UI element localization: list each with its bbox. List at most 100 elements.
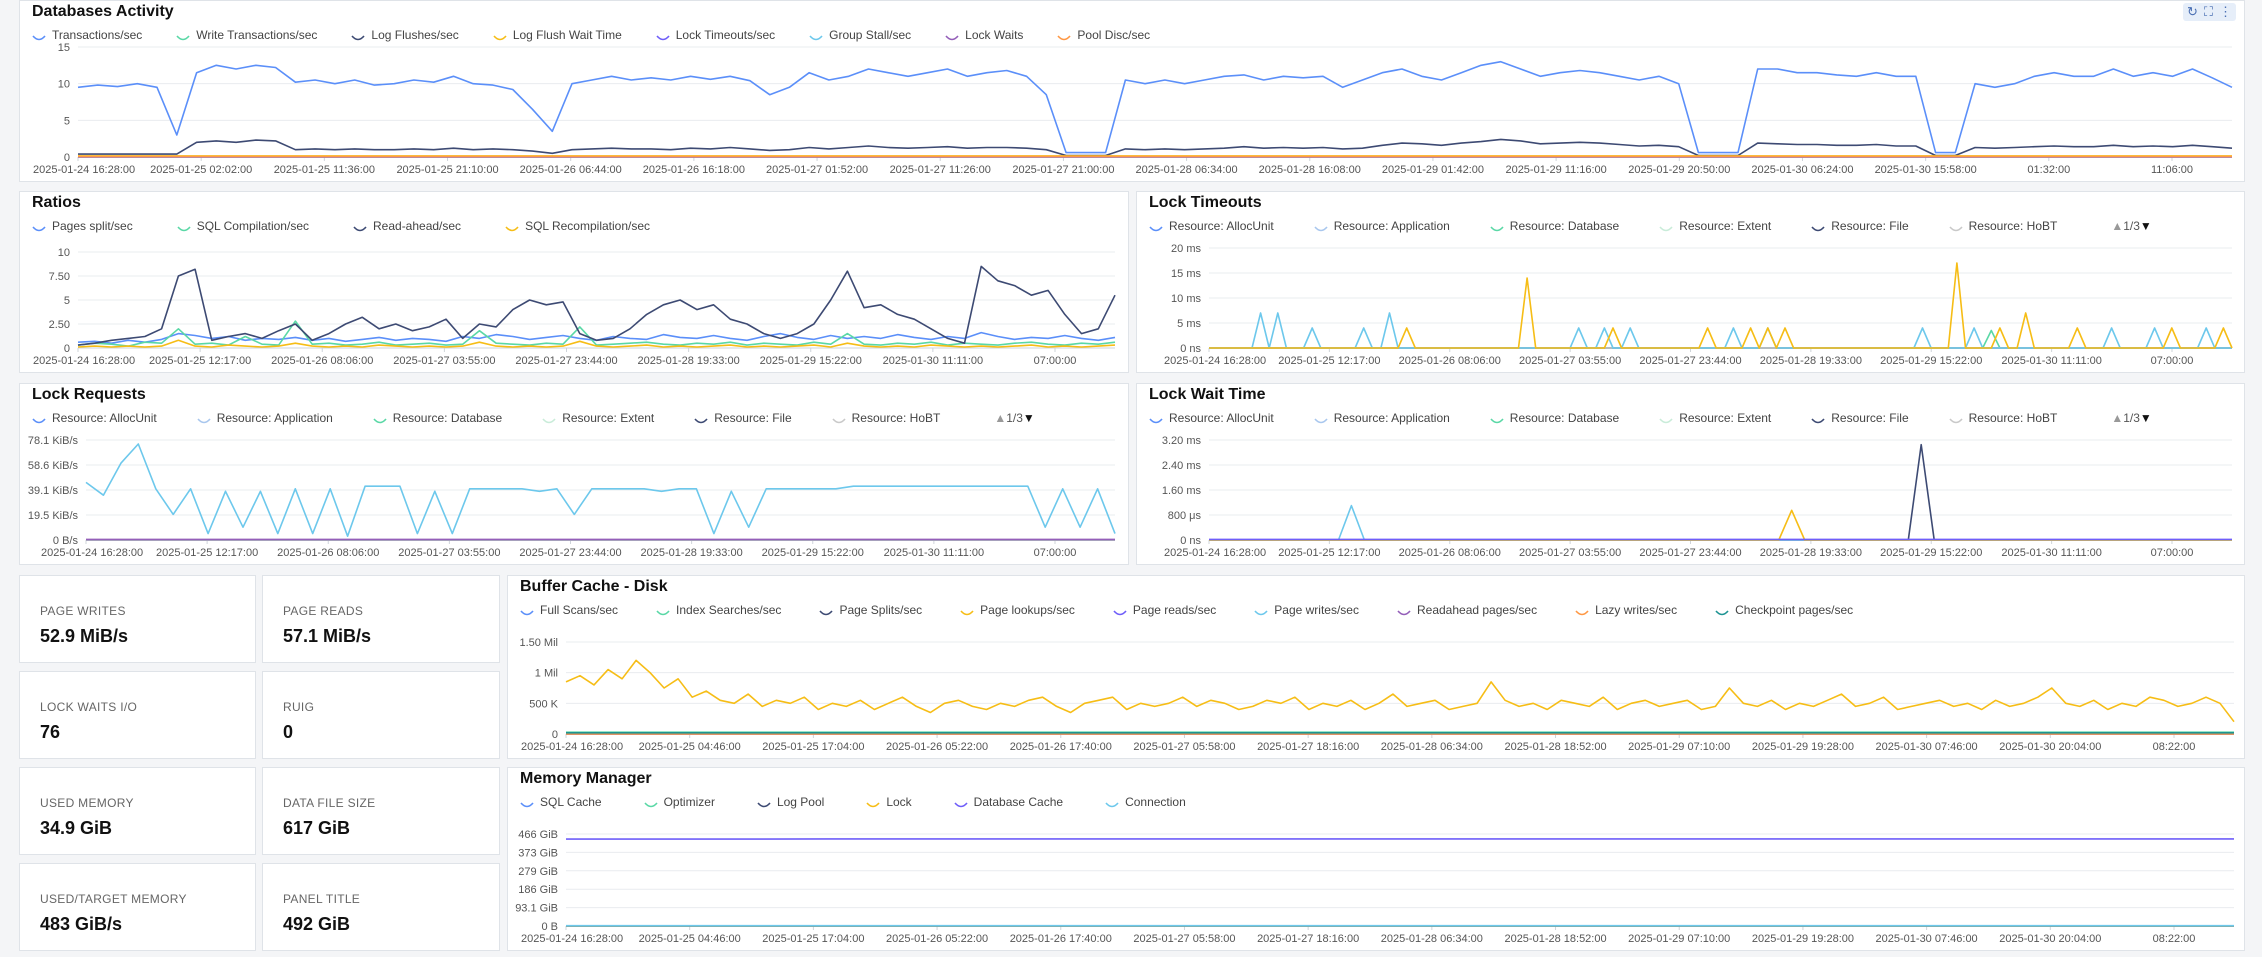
series-line[interactable] [77,339,1116,348]
pager-prev-icon[interactable]: ▲ [2111,219,2124,233]
legend-item[interactable]: Log Flushes/sec [351,28,459,42]
legend-item[interactable]: Full Scans/sec [520,603,618,617]
legend-item[interactable]: Checkpoint pages/sec [1715,603,1853,617]
legend-item[interactable]: Page writes/sec [1254,603,1359,617]
legend-item[interactable]: Resource: File [694,411,792,425]
legend-item[interactable]: Log Pool [757,795,824,809]
chart-legend: Full Scans/sec Index Searches/sec Page Spl… [520,602,1891,618]
legend-label: Lock [886,795,912,809]
legend-item[interactable]: Resource: AllocUnit [32,411,157,425]
x-tick-label: 2025-01-27 18:16:00 [1257,933,1359,945]
legend-item[interactable]: Page lookups/sec [960,603,1075,617]
stat-value: 76 [40,722,61,742]
expand-icon[interactable]: ⛶ [2203,4,2213,19]
series-line[interactable] [77,60,2233,154]
refresh-icon[interactable]: ↻ [2186,4,2198,19]
legend-item[interactable]: Resource: Database [1490,219,1619,233]
series-line[interactable] [1209,262,2233,349]
stat-card-panel-title: PANEL TITLE 492 GiB [262,863,500,951]
pager-next-icon[interactable]: ▼ [2139,411,2152,425]
legend-item[interactable]: Read-ahead/sec [353,219,461,233]
legend-item[interactable]: Write Transactions/sec [176,28,317,42]
legend-item[interactable]: Lock Timeouts/sec [656,28,775,42]
pager-prev-icon[interactable]: ▲ [2111,411,2124,425]
legend-item[interactable]: Resource: AllocUnit [1149,219,1274,233]
x-tick-label: 2025-01-27 23:44:00 [519,547,621,559]
legend-item[interactable]: Page Splits/sec [819,603,922,617]
y-tick-label: 15 [58,42,70,54]
series-line[interactable] [1209,504,2232,541]
legend-item[interactable]: SQL Cache [520,795,602,809]
panel-lock-wait-time: Lock Wait Time Resource: AllocUnit Resour… [1136,383,2245,565]
legend-item[interactable]: Lock Waits [945,28,1023,42]
panel-ratios: Ratios Pages split/sec SQL Compilation/se… [19,191,1129,373]
legend-item[interactable]: Pages split/sec [32,219,133,233]
legend-label: Resource: Extent [1679,411,1772,425]
series-line[interactable] [1209,443,2232,541]
pager-prev-icon[interactable]: ▲ [994,411,1007,425]
pager-next-icon[interactable]: ▼ [1022,411,1035,425]
legend-item[interactable]: Index Searches/sec [656,603,781,617]
legend-item[interactable]: Readahead pages/sec [1397,603,1537,617]
x-tick-label: 2025-01-28 19:33:00 [1760,547,1862,559]
legend-pager[interactable]: ▲1/3▼ [2111,411,2151,425]
legend-swatch-icon [1715,606,1729,616]
legend-item[interactable]: Database Cache [954,795,1063,809]
legend-item[interactable]: Page reads/sec [1113,603,1216,617]
pager-next-icon[interactable]: ▼ [2139,219,2152,233]
legend-item[interactable]: Connection [1105,795,1186,809]
series-line[interactable] [78,138,2233,157]
legend-pager[interactable]: ▲1/3▼ [994,411,1034,425]
x-tick-label: 11:06:00 [2151,164,2193,176]
legend-label: SQL Compilation/sec [196,219,309,233]
pager-count: 1/3 [2123,219,2140,233]
legend-item[interactable]: Resource: File [1811,411,1909,425]
series-line[interactable] [1209,329,2232,349]
legend-label: SQL Cache [540,795,602,809]
legend-swatch-icon [945,31,959,41]
more-icon[interactable]: ⋮ [2219,4,2232,19]
legend-item[interactable]: Resource: Extent [542,411,654,425]
legend-item[interactable]: Resource: Application [197,411,333,425]
legend-item[interactable]: Resource: Extent [1659,219,1771,233]
series-line[interactable] [77,265,1116,346]
legend-item[interactable]: Transactions/sec [32,28,142,42]
y-tick-label: 0 ns [1180,343,1201,355]
legend-item[interactable]: SQL Compilation/sec [177,219,309,233]
series-line[interactable] [77,320,1116,347]
legend-label: Resource: HoBT [851,411,941,425]
legend-item[interactable]: Lazy writes/sec [1575,603,1677,617]
legend-item[interactable]: Resource: Database [373,411,502,425]
legend-swatch-icon [1575,606,1589,616]
legend-item[interactable]: Resource: HoBT [1949,219,2057,233]
y-tick-label: 78.1 KiB/s [28,435,79,447]
series-line[interactable] [85,443,1116,537]
legend-item[interactable]: Resource: AllocUnit [1149,411,1274,425]
legend-item[interactable]: Lock [866,795,912,809]
legend-item[interactable]: Resource: HoBT [1949,411,2057,425]
legend-item[interactable]: SQL Recompilation/sec [505,219,650,233]
chart-plot: 0 ns 5 ms 10 ms 15 ms 20 ms 2025-01-24 16:28:… [1164,243,2233,367]
legend-item[interactable]: Resource: HoBT [832,411,941,425]
legend-swatch-icon [520,798,534,808]
legend-item[interactable]: Resource: Extent [1659,411,1771,425]
legend-item[interactable]: Resource: Application [1314,219,1450,233]
legend-swatch-icon [656,31,670,41]
legend-label: Resource: AllocUnit [1169,219,1274,233]
x-tick-label: 2025-01-30 20:04:00 [1999,933,2101,945]
legend-item[interactable]: Resource: Application [1314,411,1450,425]
legend-item[interactable]: Resource: Database [1490,411,1619,425]
legend-item[interactable]: Log Flush Wait Time [493,28,622,42]
series-line[interactable] [565,659,2235,723]
legend-item[interactable]: Optimizer [643,795,715,809]
legend-swatch-icon [373,414,387,424]
legend-item[interactable]: Resource: File [1811,219,1909,233]
x-tick-label: 2025-01-28 19:33:00 [1760,355,1862,367]
legend-item[interactable]: Pool Disc/sec [1057,28,1150,42]
legend-item[interactable]: Group Stall/sec [809,28,911,42]
x-tick-label: 2025-01-26 16:18:00 [643,164,745,176]
legend-pager[interactable]: ▲1/3▼ [2111,219,2151,233]
x-tick-label: 2025-01-28 19:33:00 [641,547,743,559]
x-tick-label: 2025-01-29 15:22:00 [762,547,864,559]
legend-label: Resource: Database [1509,219,1620,233]
